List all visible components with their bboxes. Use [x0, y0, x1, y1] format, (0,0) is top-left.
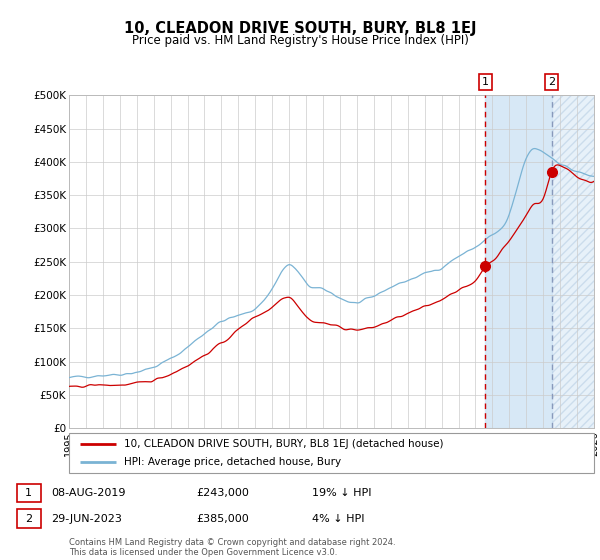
Text: 1: 1	[482, 77, 489, 87]
FancyBboxPatch shape	[17, 484, 41, 502]
Text: £385,000: £385,000	[196, 514, 249, 524]
Text: 10, CLEADON DRIVE SOUTH, BURY, BL8 1EJ: 10, CLEADON DRIVE SOUTH, BURY, BL8 1EJ	[124, 21, 476, 36]
Text: HPI: Average price, detached house, Bury: HPI: Average price, detached house, Bury	[124, 458, 341, 467]
Text: 10, CLEADON DRIVE SOUTH, BURY, BL8 1EJ (detached house): 10, CLEADON DRIVE SOUTH, BURY, BL8 1EJ (…	[124, 439, 443, 449]
Text: 08-AUG-2019: 08-AUG-2019	[51, 488, 125, 498]
Bar	[551, 95, 594, 428]
FancyBboxPatch shape	[69, 433, 594, 473]
Text: 29-JUN-2023: 29-JUN-2023	[51, 514, 122, 524]
Text: Contains HM Land Registry data © Crown copyright and database right 2024.
This d: Contains HM Land Registry data © Crown c…	[69, 538, 395, 557]
Text: 19% ↓ HPI: 19% ↓ HPI	[311, 488, 371, 498]
Text: 4% ↓ HPI: 4% ↓ HPI	[311, 514, 364, 524]
Text: Price paid vs. HM Land Registry's House Price Index (HPI): Price paid vs. HM Land Registry's House …	[131, 34, 469, 46]
Text: 2: 2	[548, 77, 555, 87]
Text: 2: 2	[25, 514, 32, 524]
FancyBboxPatch shape	[17, 509, 41, 528]
Bar	[485, 95, 551, 428]
Text: £243,000: £243,000	[196, 488, 249, 498]
Text: 1: 1	[25, 488, 32, 498]
